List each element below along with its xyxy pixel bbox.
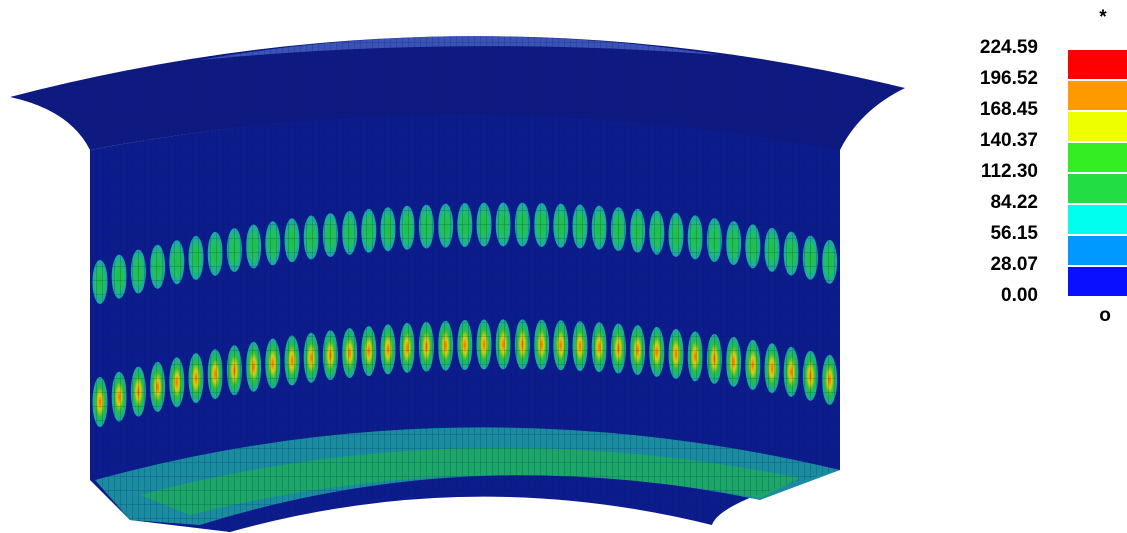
legend-label: 0.00 (1001, 285, 1038, 306)
legend-label: 28.07 (990, 254, 1038, 275)
viewport: * o 224.59 196.52 168.45 140.37 112.30 84.22 5… (0, 0, 1127, 533)
legend-title: * (1099, 7, 1107, 28)
legend-footer: o (1099, 305, 1111, 326)
mesh (0, 0, 1127, 533)
contour-view: * o 224.59 196.52 168.45 140.37 112.30 84.22 5… (0, 0, 1127, 533)
legend-label: 168.45 (980, 99, 1039, 120)
legend-label: 56.15 (990, 223, 1038, 244)
legend-swatch (1068, 81, 1127, 110)
legend-swatch (1068, 267, 1127, 296)
legend-swatch (1068, 50, 1127, 79)
legend-swatch (1068, 112, 1127, 141)
legend-label: 112.30 (981, 161, 1038, 182)
legend-label: 84.22 (990, 192, 1038, 213)
legend-label: 224.59 (980, 37, 1038, 58)
legend-swatch (1068, 174, 1127, 203)
legend-label: 196.52 (980, 68, 1038, 89)
legend-label: 140.37 (980, 130, 1038, 151)
legend-swatch (1068, 236, 1127, 265)
legend-swatch (1068, 205, 1127, 234)
legend-swatch (1068, 143, 1127, 172)
